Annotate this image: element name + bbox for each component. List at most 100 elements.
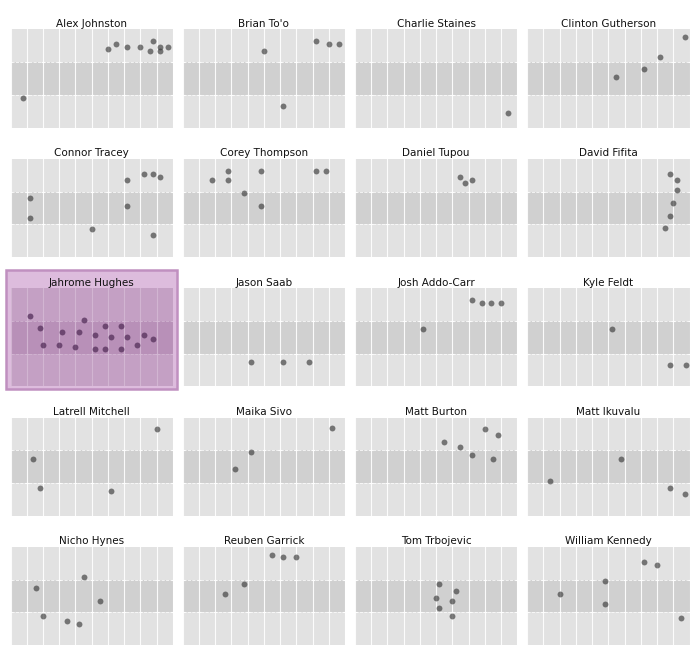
Point xyxy=(116,320,127,331)
Bar xyxy=(527,95,690,128)
Point xyxy=(544,476,555,487)
Point xyxy=(25,310,36,321)
Point xyxy=(138,168,149,179)
Point xyxy=(447,596,458,607)
Point xyxy=(599,576,610,587)
Point xyxy=(239,579,250,590)
Point xyxy=(90,330,101,341)
Point xyxy=(659,222,671,233)
Bar xyxy=(10,483,173,515)
Point xyxy=(455,172,466,182)
Bar xyxy=(183,29,345,62)
Bar xyxy=(183,451,345,483)
Bar xyxy=(183,580,345,612)
Point xyxy=(455,442,466,453)
Point xyxy=(245,356,256,367)
Point xyxy=(434,603,445,613)
Point xyxy=(671,185,682,195)
Title: Connor Tracey: Connor Tracey xyxy=(55,148,129,158)
Point xyxy=(229,464,240,474)
Point xyxy=(116,344,127,354)
Bar xyxy=(355,159,517,191)
Point xyxy=(278,552,289,562)
Point xyxy=(680,360,692,370)
Point xyxy=(27,454,38,464)
Title: Tom Trbojevic: Tom Trbojevic xyxy=(401,536,471,546)
Bar xyxy=(10,224,173,257)
Bar xyxy=(355,288,517,321)
Point xyxy=(106,332,117,343)
Point xyxy=(267,550,278,560)
Point xyxy=(90,344,101,354)
Point xyxy=(255,166,266,176)
Title: Latrell Mitchell: Latrell Mitchell xyxy=(53,407,130,417)
Title: David Fifita: David Fifita xyxy=(579,148,638,158)
Bar xyxy=(10,95,173,128)
Bar xyxy=(527,159,690,191)
Bar xyxy=(183,483,345,515)
Point xyxy=(162,42,174,52)
Point xyxy=(122,176,133,186)
Bar xyxy=(10,29,173,62)
Title: Corey Thompson: Corey Thompson xyxy=(220,148,308,158)
Point xyxy=(154,42,165,52)
Bar xyxy=(355,612,517,645)
Bar xyxy=(355,321,517,354)
Point xyxy=(671,176,682,186)
Point xyxy=(73,328,84,338)
Bar xyxy=(183,159,345,191)
Bar xyxy=(10,159,173,191)
Point xyxy=(554,589,565,599)
Point xyxy=(616,454,627,464)
Point xyxy=(310,36,321,47)
Point xyxy=(135,42,146,52)
Bar xyxy=(355,547,517,580)
Point xyxy=(148,168,159,179)
Point xyxy=(492,430,503,441)
Point xyxy=(679,489,690,499)
Point xyxy=(122,200,133,211)
Point xyxy=(450,586,461,597)
Bar xyxy=(10,547,173,580)
Point xyxy=(106,486,117,496)
Bar xyxy=(183,62,345,95)
Point xyxy=(148,36,159,47)
Title: Nicho Hynes: Nicho Hynes xyxy=(60,536,125,546)
Point xyxy=(151,424,162,435)
Bar xyxy=(527,612,690,645)
Bar xyxy=(183,547,345,580)
Point xyxy=(57,328,68,338)
Bar xyxy=(355,451,517,483)
Point xyxy=(219,589,230,599)
Point xyxy=(122,332,133,343)
Bar xyxy=(355,191,517,224)
Title: William Kennedy: William Kennedy xyxy=(565,536,652,546)
Point xyxy=(73,618,84,629)
Point xyxy=(239,188,250,198)
Bar xyxy=(527,29,690,62)
Bar xyxy=(355,62,517,95)
Point xyxy=(154,172,165,182)
Title: Reuben Garrick: Reuben Garrick xyxy=(224,536,304,546)
Point xyxy=(154,46,165,56)
Point xyxy=(78,571,89,582)
Bar xyxy=(527,580,690,612)
Title: Clinton Gutherson: Clinton Gutherson xyxy=(561,19,656,29)
Title: Daniel Tupou: Daniel Tupou xyxy=(402,148,470,158)
Bar xyxy=(355,224,517,257)
Point xyxy=(417,324,428,335)
Point xyxy=(679,32,690,43)
Point xyxy=(78,314,89,325)
Point xyxy=(37,610,48,621)
Bar xyxy=(10,62,173,95)
Point xyxy=(62,616,73,626)
Point xyxy=(668,198,679,208)
Bar xyxy=(527,418,690,451)
Point xyxy=(111,39,122,49)
Bar xyxy=(183,191,345,224)
Title: Charlie Staines: Charlie Staines xyxy=(397,19,475,29)
Bar xyxy=(527,288,690,321)
Bar xyxy=(10,321,173,354)
Point xyxy=(132,340,143,350)
Point xyxy=(25,193,36,203)
